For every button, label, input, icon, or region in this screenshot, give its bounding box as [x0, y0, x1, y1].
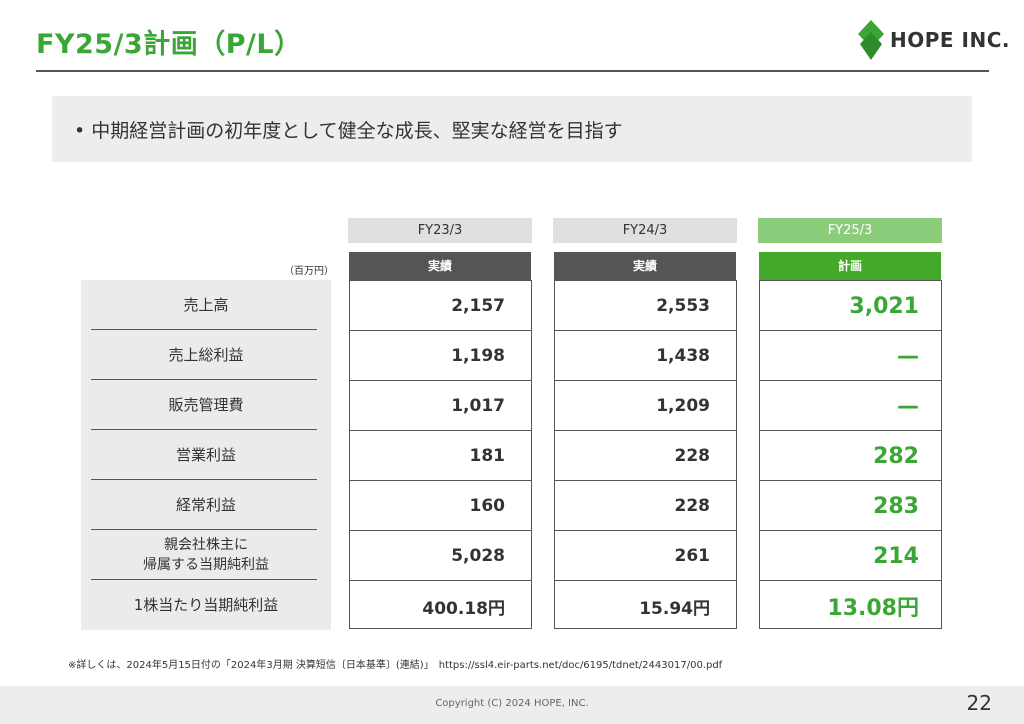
cell-divider [350, 430, 531, 431]
column-year-fy23: FY23/3 [348, 218, 532, 243]
row-divider [91, 479, 317, 480]
cell-divider [760, 330, 941, 331]
table-cell: 1,017 [451, 396, 505, 416]
row-divider [91, 429, 317, 430]
cell-divider [555, 430, 736, 431]
cell-divider [555, 530, 736, 531]
company-logo: HOPE INC. [858, 20, 1010, 60]
column-type-fy24: 実績 [554, 252, 736, 280]
table-cell: 228 [674, 496, 711, 516]
table-cell: — [897, 343, 919, 369]
page-title: FY25/3計画（P/L） [36, 29, 302, 60]
footnote: ※詳しくは、2024年5月15日付の「2024年3月期 決算短信〔日本基準〕(連… [68, 660, 723, 671]
row-label: 売上高 [183, 296, 229, 314]
table-cell: 400.18円 [422, 598, 505, 619]
table-cell: 228 [674, 446, 711, 466]
logo-text: HOPE INC. [890, 28, 1010, 52]
data-column-fy23: 2,157 1,198 1,017 181 160 5,028 400.18円 [349, 280, 532, 629]
table-cell: 1,198 [451, 346, 505, 366]
table-cell: 1,438 [656, 346, 710, 366]
table-cell: 160 [469, 496, 506, 516]
unit-label: （百万円） [284, 266, 334, 277]
column-type-fy23: 実績 [349, 252, 531, 280]
column-type-fy25: 計画 [759, 252, 941, 280]
cell-divider [555, 330, 736, 331]
hope-logo-icon [858, 20, 884, 60]
table-cell: 15.94円 [639, 598, 710, 619]
cell-divider [760, 530, 941, 531]
table-cell: 181 [469, 446, 506, 466]
page-footer: Copyright (C) 2024 HOPE, INC. 22 [0, 686, 1024, 724]
row-label: 経常利益 [175, 496, 236, 514]
data-column-fy24: 2,553 1,438 1,209 228 228 261 15.94円 [554, 280, 737, 629]
row-divider [91, 329, 317, 330]
column-year-fy24: FY24/3 [553, 218, 737, 243]
cell-divider [760, 430, 941, 431]
cell-divider [555, 380, 736, 381]
cell-divider [350, 480, 531, 481]
copyright-text: Copyright (C) 2024 HOPE, INC. [435, 698, 589, 709]
table-cell: 2,553 [656, 296, 710, 316]
row-label: 1株当たり当期純利益 [133, 596, 279, 614]
cell-divider [350, 380, 531, 381]
table-cell: 13.08円 [827, 596, 919, 621]
cell-divider [760, 380, 941, 381]
cell-divider [555, 580, 736, 581]
table-cell: 3,021 [849, 293, 919, 319]
cell-divider [760, 480, 941, 481]
table-cell: 261 [674, 546, 711, 566]
table-cell: 282 [873, 443, 919, 469]
column-year-fy25: FY25/3 [758, 218, 942, 243]
row-label: 販売管理費 [168, 396, 244, 414]
table-cell: — [897, 393, 919, 419]
cell-divider [555, 480, 736, 481]
row-label: 営業利益 [175, 446, 236, 464]
row-divider [91, 529, 317, 530]
table-cell: 5,028 [451, 546, 505, 566]
cell-divider [350, 580, 531, 581]
row-label: 売上総利益 [168, 346, 244, 364]
header-divider [36, 70, 989, 72]
table-cell: 214 [873, 543, 919, 569]
row-label: 親会社株主に 帰属する当期純利益 [143, 537, 269, 573]
row-label-panel: 売上高 売上総利益 販売管理費 営業利益 経常利益 親会社株主に 帰属する当期純… [81, 280, 331, 630]
summary-banner: • 中期経営計画の初年度として健全な成長、堅実な経営を目指す [52, 96, 972, 162]
table-cell: 2,157 [451, 296, 505, 316]
table-cell: 1,209 [656, 396, 710, 416]
page-number: 22 [966, 691, 992, 715]
cell-divider [350, 330, 531, 331]
cell-divider [350, 530, 531, 531]
data-column-fy25: 3,021 — — 282 283 214 13.08円 [759, 280, 942, 629]
banner-text: • 中期経営計画の初年度として健全な成長、堅実な経営を目指す [74, 120, 623, 142]
row-divider [91, 579, 317, 580]
table-cell: 283 [873, 493, 919, 519]
row-divider [91, 379, 317, 380]
cell-divider [760, 580, 941, 581]
